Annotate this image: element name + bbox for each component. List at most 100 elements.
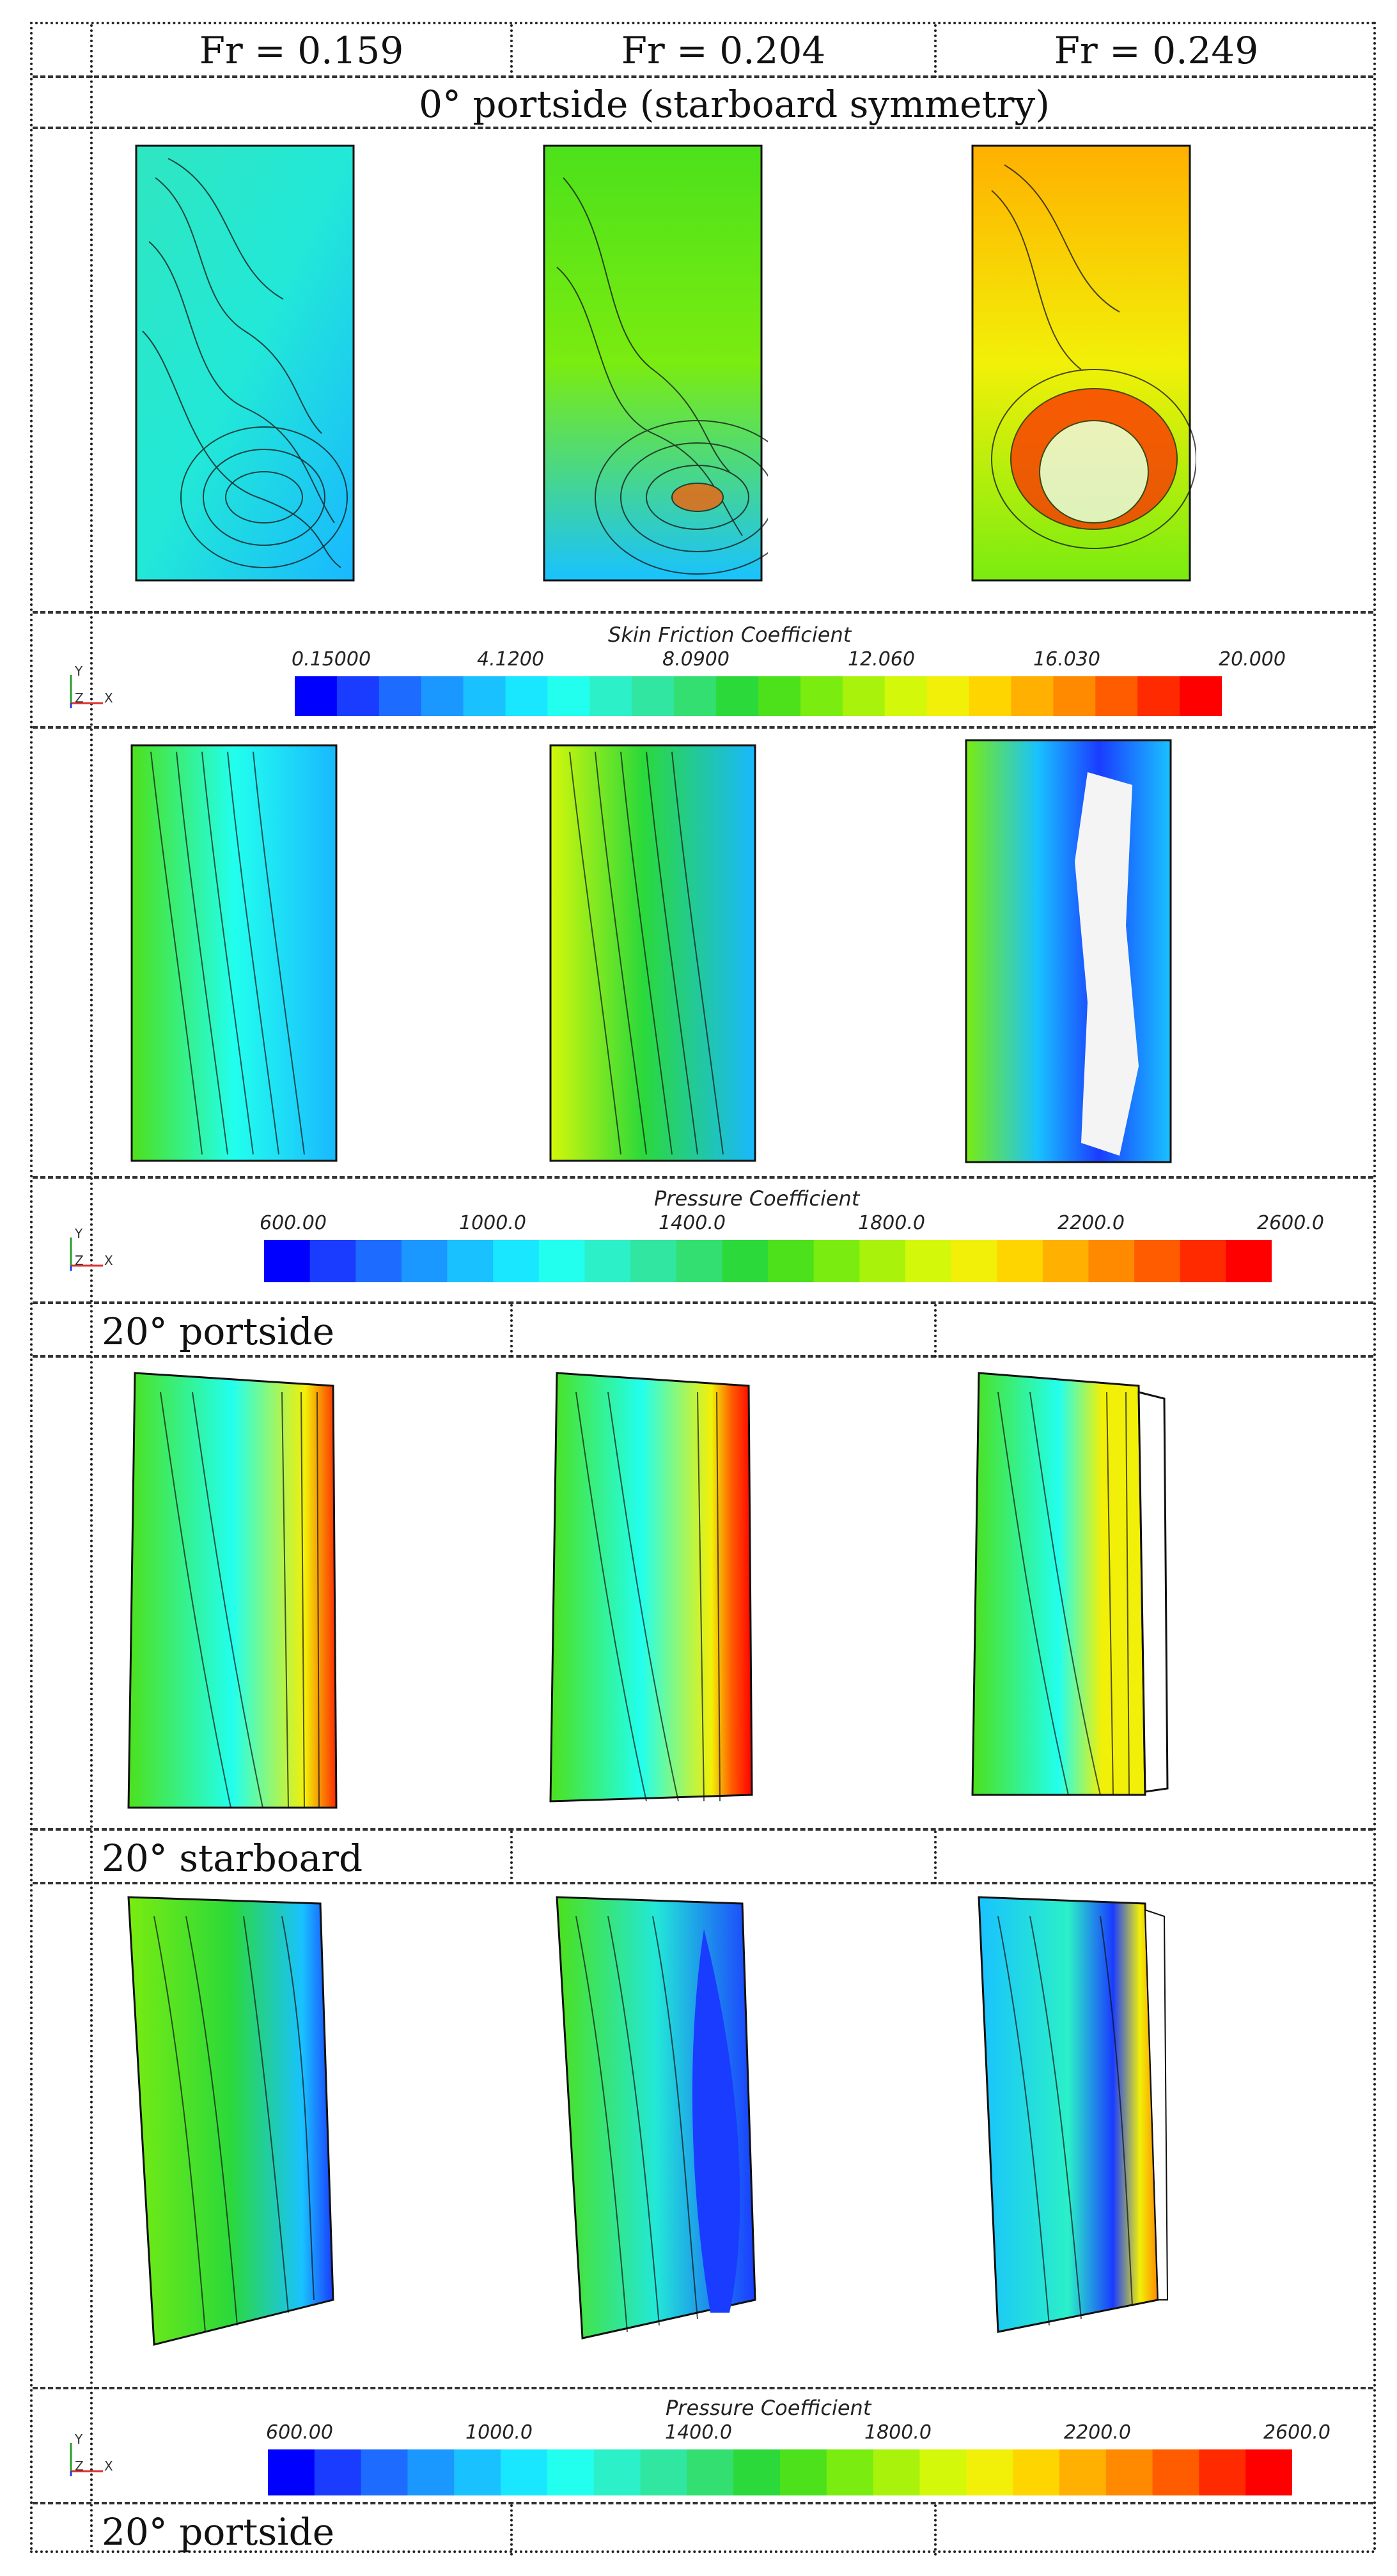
colorbar-segment (630, 1240, 677, 1282)
colorbar-segment (722, 1240, 769, 1282)
colorbar-tick-label: 8.0900 (662, 648, 730, 671)
colorbar-segment (493, 1240, 540, 1282)
colorbar-segment (997, 1240, 1043, 1282)
colorbar-segment (1137, 676, 1180, 716)
colorbar-segment (919, 2449, 967, 2495)
colorbar-segment (951, 1240, 997, 1282)
colorbar-segment (447, 1240, 494, 1282)
colorbar-segment (1180, 1240, 1226, 1282)
colorbar-segment (1011, 676, 1054, 716)
colorbar-segment (538, 1240, 585, 1282)
section-title-row-2 (33, 1831, 1373, 1884)
colorbar-segment (505, 676, 548, 716)
contour-plot-r2-c2 (971, 1372, 1169, 1796)
colorbar-segment (842, 676, 886, 716)
colorbar-segment (355, 1240, 402, 1282)
colorbar-segment (1152, 2449, 1199, 2495)
colorbar-segment (361, 2449, 408, 2495)
colorbar-segment (1053, 676, 1096, 716)
contour-plot-r1-c2 (965, 739, 1172, 1163)
colorbar-segment (926, 676, 970, 716)
image-row-3 (33, 1884, 1373, 2389)
contour-plot-r1-c0 (130, 744, 338, 1162)
colorbar-tick-label: 600.00 (266, 2421, 333, 2444)
colorbar-segment (314, 2449, 362, 2495)
colorbar-segment (593, 2449, 641, 2495)
colorbar-segment (780, 2449, 827, 2495)
axis-triad-icon: Y Z X (70, 2432, 113, 2476)
contour-plot-r1-c1 (549, 744, 756, 1162)
colorbar-tick-label: 2200.0 (1058, 1212, 1125, 1234)
col-line-4 (934, 1304, 937, 1358)
colorbar-segment (1088, 1240, 1135, 1282)
colorbar-segment (716, 676, 759, 716)
colorbar-segment (873, 2449, 920, 2495)
contour-plot-r2-c1 (549, 1372, 753, 1803)
colorbar-tick-label: 12.060 (848, 648, 915, 671)
colorbar-segment (547, 676, 590, 716)
colorbar-skin (295, 676, 1222, 716)
colorbar-tick-label: 1800.0 (864, 2421, 932, 2444)
colorbar-segment (969, 676, 1011, 716)
contour-plot-r3-c1 (556, 1896, 756, 2339)
colorbar-segment (640, 2449, 687, 2495)
contour-plot-r2-c0 (127, 1372, 338, 1809)
colorbar-segment (407, 2449, 455, 2495)
contour-plot-r3-c2 (978, 1896, 1169, 2333)
colorbar-row-skin (33, 614, 1373, 729)
colorbar-segment (1059, 2449, 1107, 2495)
colorbar-segment (826, 2449, 874, 2495)
colorbar-tick-label: 1400.0 (659, 1212, 726, 1234)
colorbar-segment (584, 1240, 631, 1282)
section-title-2: 20° starboard (102, 1836, 363, 1880)
section-title-row-0 (33, 78, 1373, 129)
colorbar-segment (401, 1240, 448, 1282)
header-row (33, 24, 1373, 78)
contour-plot-r0-c2 (971, 144, 1196, 582)
section-title-row-1 (33, 1304, 1373, 1358)
colorbar-segment (309, 1240, 356, 1282)
col-line-5 (510, 1831, 513, 1884)
column-header-3: Fr = 0.249 (1054, 29, 1259, 72)
contour-plot-r0-c1 (543, 144, 768, 582)
colorbar-segment (454, 2449, 501, 2495)
colorbar-segment (905, 1240, 952, 1282)
axis-triad-icon: Y Z X (70, 1226, 113, 1271)
colorbar-segment (632, 676, 675, 716)
colorbar-segment (687, 2449, 734, 2495)
colorbar-segment (379, 676, 422, 716)
colorbar-segment (1095, 676, 1138, 716)
colorbar-segment (1013, 2449, 1060, 2495)
colorbar-segment (589, 676, 632, 716)
colorbar-segment (336, 676, 380, 716)
colorbar-row-pressure1 (33, 1179, 1373, 1304)
colorbar-segment (768, 1240, 815, 1282)
colorbar-segment (1245, 2449, 1292, 2495)
colorbar-tick-label: 2200.0 (1064, 2421, 1131, 2444)
col-line-6 (934, 1831, 937, 1884)
image-row-2 (33, 1358, 1373, 1831)
column-header-2: Fr = 0.204 (621, 29, 826, 72)
image-row-1 (33, 729, 1373, 1179)
colorbar-segment (733, 2449, 781, 2495)
col-line-1 (510, 24, 513, 78)
colorbar-segment (501, 2449, 548, 2495)
colorbar-segment (421, 676, 464, 716)
colorbar-segment (813, 1240, 860, 1282)
colorbar-tick-label: 20.000 (1219, 648, 1286, 671)
colorbar-segment (268, 2449, 315, 2495)
contour-plot-r0-c0 (135, 144, 355, 582)
colorbar-segment (758, 676, 801, 716)
axis-triad-icon: Y Z X (70, 663, 113, 708)
colorbar-tick-label: 2600.0 (1257, 1212, 1324, 1234)
section-title-1: 20° portside (102, 1310, 335, 1353)
colorbar-tick-label: 2600.0 (1263, 2421, 1331, 2444)
colorbar-segment (800, 676, 843, 716)
colorbar-segment (859, 1240, 906, 1282)
colorbar-tick-label: 1000.0 (465, 2421, 533, 2444)
colorbar-pressure1 (264, 1240, 1272, 1282)
col-line-0 (90, 24, 93, 2556)
colorbar-tick-label: 1000.0 (459, 1212, 526, 1234)
figure-table: Fr = 0.159 Fr = 0.204 Fr = 0.249 0° port… (30, 22, 1376, 2556)
colorbar-segment (1226, 1240, 1272, 1282)
